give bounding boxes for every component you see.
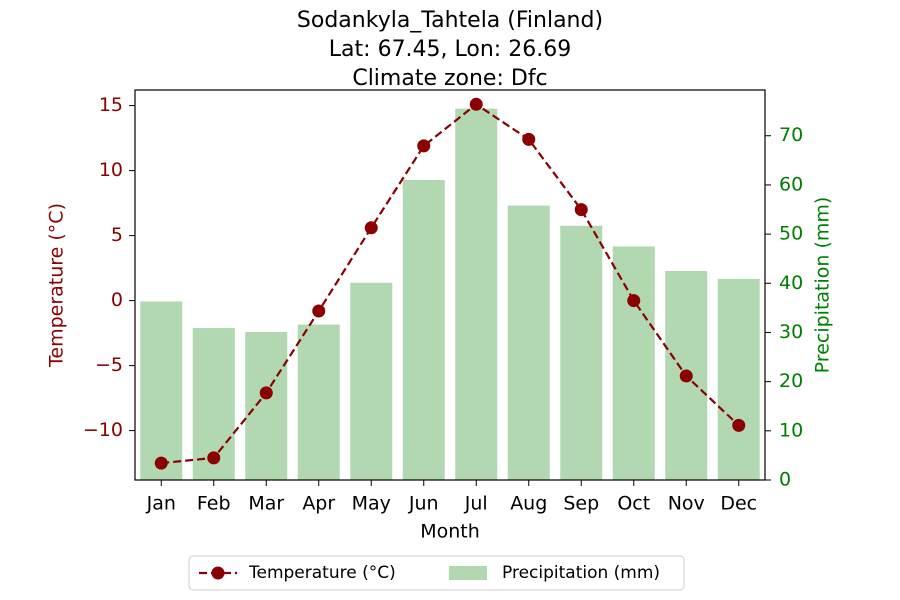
temperature-point-jul — [469, 97, 483, 111]
precip-bar-jan — [140, 301, 183, 480]
x-tick-label-oct: Oct — [617, 493, 650, 515]
y-left-axis-label: Temperature (°C) — [46, 203, 68, 368]
precipitation-bars — [140, 108, 760, 480]
y-right-tick-label: 70 — [779, 124, 803, 146]
y-right-tick-label: 50 — [779, 223, 803, 245]
temperature-point-apr — [312, 304, 326, 318]
temperature-point-nov — [679, 369, 693, 383]
chart-title-line-2: Lat: 67.45, Lon: 26.69 — [329, 37, 571, 62]
y-right-tick-label: 0 — [779, 469, 791, 491]
chart-title-line-1: Sodankyla_Tahtela (Finland) — [297, 8, 603, 33]
temperature-point-dec — [732, 418, 746, 432]
temperature-point-sep — [574, 203, 588, 217]
x-tick-label-may: May — [352, 493, 391, 515]
legend-temperature-label: Temperature (°C) — [248, 563, 396, 583]
x-tick-label-nov: Nov — [668, 493, 705, 515]
x-tick-label-sep: Sep — [563, 493, 599, 515]
y-right-axis-label: Precipitation (mm) — [812, 197, 834, 374]
y-right-tick-label: 60 — [779, 173, 803, 195]
legend-box — [188, 555, 685, 591]
y-left-tick-label: 0 — [111, 289, 123, 311]
chart-title-line-3: Climate zone: Dfc — [352, 66, 547, 91]
y-left-tick-label: −10 — [83, 419, 123, 441]
precip-bar-aug — [507, 205, 550, 480]
y-left-tick-label: 5 — [111, 224, 123, 246]
precip-bar-sep — [560, 225, 603, 480]
x-axis-label: Month — [420, 521, 480, 543]
legend-precipitation-swatch — [449, 566, 487, 580]
x-tick-label-apr: Apr — [302, 493, 335, 515]
precip-bar-mar — [245, 331, 288, 480]
plot-frame — [134, 89, 766, 481]
precip-bar-oct — [612, 246, 655, 480]
y-right-tick-label: 30 — [779, 321, 803, 343]
legend-temperature-marker — [211, 566, 225, 580]
temperature-point-jun — [417, 139, 431, 153]
plot-area-border — [134, 89, 766, 481]
y-left-tick-label: −5 — [95, 354, 123, 376]
temperature-line — [154, 97, 746, 470]
x-tick-label-feb: Feb — [197, 493, 231, 515]
x-tick-label-dec: Dec — [720, 493, 757, 515]
y-axis-right: 0 10 20 30 40 50 60 70 Precipitation (mm) — [765, 124, 834, 491]
x-tick-label-aug: Aug — [510, 493, 547, 515]
precip-bar-dec — [717, 278, 760, 480]
x-tick-label-jan: Jan — [146, 493, 176, 515]
y-axis-left: −10 −5 0 5 10 15 Temperature (°C) — [46, 94, 135, 441]
chart-title-group: Sodankyla_Tahtela (Finland) Lat: 67.45, L… — [297, 8, 603, 91]
precip-bar-may — [350, 282, 393, 480]
y-right-tick-label: 20 — [779, 370, 803, 392]
precip-bar-apr — [297, 324, 340, 480]
x-tick-label-jul: Jul — [464, 493, 488, 515]
temperature-series-line — [161, 102, 740, 465]
temperature-point-mar — [259, 386, 273, 400]
y-left-tick-label: 15 — [99, 94, 123, 116]
y-left-tick-label: 10 — [99, 159, 123, 181]
temperature-point-feb — [207, 451, 221, 465]
y-right-tick-label: 40 — [779, 272, 803, 294]
temperature-point-may — [364, 221, 378, 235]
legend-precipitation-label: Precipitation (mm) — [502, 563, 660, 583]
x-tick-label-jun: Jun — [408, 493, 439, 515]
precip-bar-jul — [455, 108, 498, 480]
precip-bar-jun — [402, 180, 445, 480]
x-tick-label-mar: Mar — [248, 493, 284, 515]
temperature-point-jan — [154, 456, 168, 470]
x-axis: Jan Feb Mar Apr May Jun Jul Aug Sep Oct Nov Dec Mont… — [146, 480, 757, 543]
temperature-point-aug — [522, 132, 536, 146]
temperature-point-oct — [627, 294, 641, 308]
y-right-tick-label: 10 — [779, 419, 803, 441]
legend: Temperature (°C) Precipitation (mm) — [188, 555, 685, 591]
